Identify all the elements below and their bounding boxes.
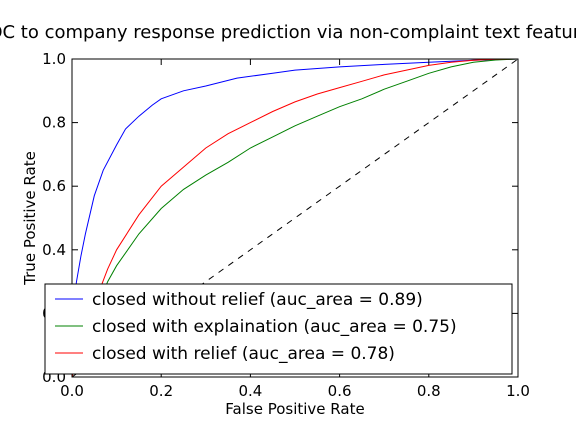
x-tick-label: 0.8 <box>417 382 441 400</box>
chart-title: ROC to company response prediction via n… <box>0 22 576 43</box>
roc-curve-series-1 <box>71 58 519 378</box>
x-tick-label: 0.4 <box>238 382 262 400</box>
legend-entry-label: closed with relief (auc_area = 0.78) <box>92 344 395 364</box>
plot-frame <box>71 58 519 378</box>
x-tick-label: 0.2 <box>149 382 173 400</box>
x-tick-label: 0.6 <box>328 382 352 400</box>
y-tick-label: 0.8 <box>42 114 66 132</box>
x-tick-label: 0.0 <box>60 382 84 400</box>
series-layer <box>71 58 519 378</box>
y-tick-label: 1.0 <box>42 50 66 68</box>
y-tick-label: 0.4 <box>42 241 66 259</box>
legend: closed without relief (auc_area = 0.89) c… <box>44 283 513 375</box>
y-axis-label: True Positive Rate <box>21 151 39 286</box>
roc-curve-series-0 <box>71 58 519 378</box>
roc-curve-series-2 <box>71 58 519 378</box>
legend-entry-label: closed without relief (auc_area = 0.89) <box>92 290 423 310</box>
x-axis-label: False Positive Rate <box>225 400 364 418</box>
legend-box <box>44 283 513 375</box>
y-tick-label: 0.6 <box>42 177 66 195</box>
diagonal-reference-line <box>71 58 519 378</box>
x-tick-label: 1.0 <box>506 382 530 400</box>
ticks-layer: 0.00.20.40.60.81.00.00.20.40.60.81.0 <box>42 50 530 400</box>
legend-entry-label: closed with explaination (auc_area = 0.7… <box>92 317 457 337</box>
